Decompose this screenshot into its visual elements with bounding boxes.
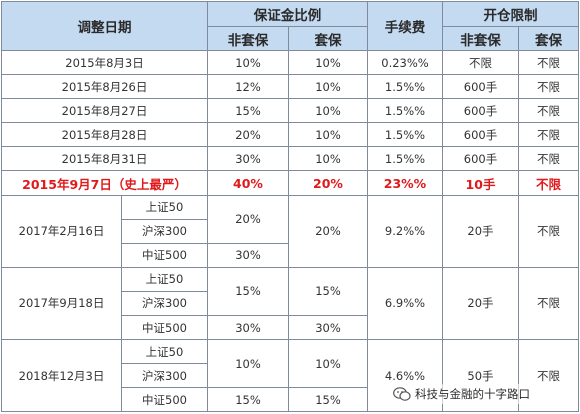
cell-fee: 1.5%% — [367, 98, 443, 124]
header-row-2: 非套保 套保 非套保 套保 — [2, 26, 579, 51]
cell-margin-non-hedge: 20% — [207, 194, 289, 244]
watermark-text: 科技与金融的十字路口 — [415, 387, 530, 401]
table-row: 中证500 30% — [2, 242, 579, 268]
cell-date: 2017年9月18日 — [1, 266, 122, 341]
cell-limit-hedge: 不限 — [518, 122, 579, 148]
cell-fee: 1.5%% — [367, 146, 443, 172]
table-row: 沪深300 — [2, 363, 579, 389]
cell-margin-non-hedge: 30% — [207, 242, 289, 268]
table-row: 2017年2月16日 上证50 20% 20% 9.2%% 20手 不限 — [1, 194, 579, 268]
cell-index: 中证500 — [121, 387, 208, 413]
header-limit: 开仓限制 — [442, 1, 579, 27]
table-row: 2017年9月18日 上证50 15% 15% 6.9%% 20手 不限 — [1, 266, 579, 341]
cell-margin-non-hedge: 30% — [207, 315, 289, 341]
cell-limit-non-hedge: 600手 — [442, 98, 519, 124]
cell-date: 2015年8月26日 — [1, 74, 208, 100]
table-row: 中证500 30% 30% — [2, 315, 579, 341]
cell-date: 2017年2月16日 — [1, 194, 122, 268]
cell-limit-non-hedge: 600手 — [442, 146, 519, 172]
cell-fee: 1.5%% — [367, 122, 443, 148]
cell-limit-non-hedge: 10手 — [442, 170, 519, 196]
cell-limit-hedge: 不限 — [518, 74, 579, 100]
cell-limit-hedge: 不限 — [518, 98, 579, 124]
table-row: 2018年12月3日 上证50 10% 10% 4.6%% 50手 不限 — [1, 339, 579, 413]
cell-date: 2015年8月31日 — [1, 146, 208, 172]
table-row: 沪深300 — [2, 290, 579, 317]
cell-limit-hedge: 不限 — [518, 49, 579, 76]
cell-margin-non-hedge: 15% — [207, 266, 289, 317]
cell-margin-non-hedge: 10% — [207, 339, 289, 389]
cell-margin-hedge: 20% — [288, 194, 368, 268]
cell-date: 2015年9月7日（史上最严） — [1, 170, 208, 196]
cell-limit-non-hedge: 20手 — [442, 266, 519, 341]
cell-margin-hedge: 20% — [288, 170, 368, 196]
cell-margin-hedge: 10% — [288, 49, 368, 76]
cell-fee: 6.9%% — [367, 266, 443, 341]
cell-index: 沪深300 — [121, 290, 208, 317]
table-row: 2015年8月31日 30% 10% 1.5%% 600手 不限 — [1, 146, 579, 172]
cell-limit-hedge: 不限 — [518, 194, 579, 268]
cell-fee: 0.23%% — [367, 49, 443, 76]
cell-limit-non-hedge: 600手 — [442, 122, 519, 148]
cell-index: 中证500 — [121, 242, 208, 268]
cell-margin-non-hedge: 40% — [207, 170, 289, 196]
cell-limit-non-hedge: 不限 — [442, 49, 519, 76]
cell-limit-hedge: 不限 — [518, 266, 579, 341]
cell-margin-non-hedge: 15% — [207, 387, 289, 413]
cell-limit-hedge: 不限 — [518, 146, 579, 172]
cell-index: 上证50 — [121, 339, 208, 365]
cell-index: 上证50 — [121, 266, 208, 292]
table-row: 2015年8月26日 12% 10% 1.5%% 600手 不限 — [1, 74, 579, 100]
cell-margin-hedge: 10% — [288, 339, 368, 389]
cell-margin-non-hedge: 20% — [207, 122, 289, 148]
cell-limit-hedge: 不限 — [518, 170, 579, 196]
cell-index: 上证50 — [121, 194, 208, 220]
cell-margin-hedge: 10% — [288, 146, 368, 172]
cell-date: 2015年8月3日 — [1, 49, 208, 76]
cell-margin-hedge: 30% — [288, 315, 368, 341]
cell-margin-hedge: 15% — [288, 387, 368, 413]
cell-limit-non-hedge: 20手 — [442, 194, 519, 268]
cell-date: 2015年8月28日 — [1, 122, 208, 148]
cell-margin-non-hedge: 10% — [207, 49, 289, 76]
cell-margin-hedge: 10% — [288, 122, 368, 148]
cell-margin-hedge: 15% — [288, 266, 368, 317]
header-fee: 手续费 — [367, 1, 443, 51]
header-margin-hedge: 套保 — [288, 26, 368, 51]
cell-fee: 1.5%% — [367, 74, 443, 100]
cell-date: 2015年8月27日 — [1, 98, 208, 124]
table-row: 2015年8月3日 10% 10% 0.23%% 不限 不限 — [1, 49, 579, 76]
table-row: 2015年8月28日 20% 10% 1.5%% 600手 不限 — [1, 122, 579, 148]
table-row: 2015年8月27日 15% 10% 1.5%% 600手 不限 — [1, 98, 579, 124]
table-row-highlighted: 2015年9月7日（史上最严） 40% 20% 23%% 10手 不限 — [1, 170, 579, 196]
watermark: 科技与金融的十字路口 — [393, 384, 530, 404]
cell-index: 沪深300 — [121, 218, 208, 244]
table-row: 中证500 15% 15% — [2, 387, 579, 413]
table-row: 沪深300 — [2, 218, 579, 244]
cell-margin-hedge: 10% — [288, 74, 368, 100]
header-margin-non-hedge: 非套保 — [207, 26, 289, 51]
cell-limit-non-hedge: 600手 — [442, 74, 519, 100]
cell-margin-hedge: 10% — [288, 98, 368, 124]
header-limit-hedge: 套保 — [518, 26, 579, 51]
cell-date: 2018年12月3日 — [1, 339, 122, 413]
cell-margin-non-hedge: 12% — [207, 74, 289, 100]
header-row-1: 调整日期 保证金比例 手续费 开仓限制 — [1, 1, 579, 51]
cell-index: 中证500 — [121, 315, 208, 341]
header-limit-non-hedge: 非套保 — [442, 26, 519, 51]
cell-index: 沪深300 — [121, 363, 208, 389]
header-date: 调整日期 — [1, 1, 208, 51]
cell-fee: 9.2%% — [367, 194, 443, 268]
cell-margin-non-hedge: 30% — [207, 146, 289, 172]
header-margin: 保证金比例 — [207, 1, 368, 27]
wechat-icon — [393, 386, 411, 402]
cell-margin-non-hedge: 15% — [207, 98, 289, 124]
cell-fee: 23%% — [367, 170, 443, 196]
